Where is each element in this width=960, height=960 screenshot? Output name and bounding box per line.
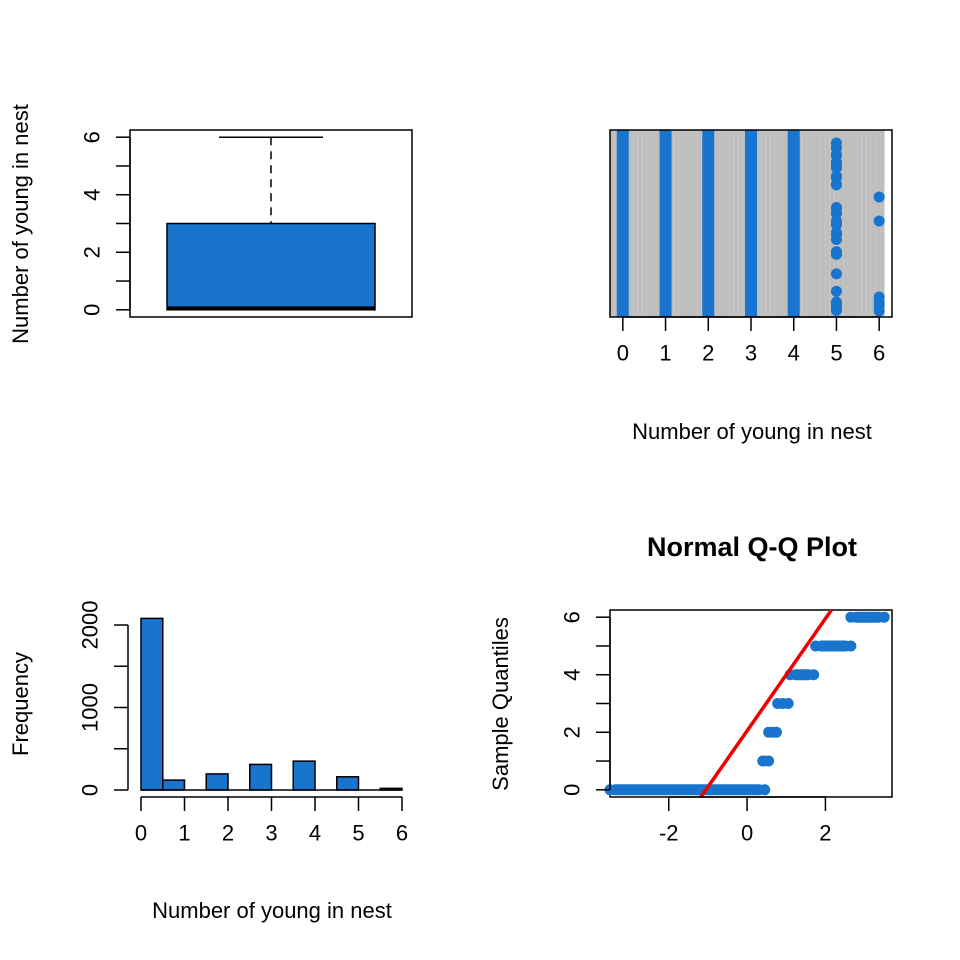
boxplot-y-tick-label: 2 (80, 246, 105, 258)
histogram-x-tick-label: 5 (352, 821, 364, 846)
histogram-x-tick-label: 0 (135, 821, 147, 846)
boxplot-box (166, 222, 376, 311)
stripchart-x-tick-label: 6 (873, 341, 885, 366)
stripchart-x-tick-label: 1 (659, 341, 671, 366)
histogram-y-tick-label: 2000 (78, 601, 103, 650)
stripchart-point (830, 158, 842, 170)
histogram-x-tick-label: 1 (178, 821, 190, 846)
histogram-y-tick-label: 0 (78, 784, 103, 796)
qqplot-point (878, 611, 890, 623)
qqplot-x-tick-label: -2 (659, 821, 679, 846)
qqplot-point (772, 698, 784, 709)
histogram-bar (205, 773, 229, 791)
histogram-bar (292, 760, 316, 791)
qqplot-x-tick-label: 2 (819, 821, 831, 846)
stripchart-point (873, 191, 885, 203)
histogram-panel: 0 1000 2000 0 1 2 3 4 5 6 (78, 601, 409, 846)
histogram-x-tick-label: 2 (222, 821, 234, 846)
stripchart-point (873, 215, 885, 227)
stripchart-point (830, 137, 842, 149)
stripchart-x-tick-label: 4 (788, 341, 800, 366)
qqplot-reference-line (699, 608, 833, 799)
stripchart-x-tick-label: 3 (745, 341, 757, 366)
stripchart-point (830, 178, 842, 190)
stripchart-point-column (659, 130, 672, 317)
histogram-x-axis-label: Number of young in nest (152, 898, 392, 923)
stripchart-point (873, 305, 885, 317)
qqplot-title: Normal Q-Q Plot (647, 532, 857, 562)
boxplot-y-tick-label: 4 (80, 189, 105, 201)
stripchart-point-column (745, 130, 757, 317)
stripchart-point (830, 150, 842, 162)
qqplot-point (759, 784, 771, 796)
qqplot-panel: 0 2 4 6 -2 0 2 (560, 608, 893, 846)
qqplot-point (808, 669, 820, 681)
qqplot-y-tick-label: 0 (560, 784, 585, 796)
stripchart-point (830, 203, 842, 215)
qqplot-x-tick-label: 0 (741, 821, 753, 846)
histogram-x-tick-label: 3 (265, 821, 277, 846)
qqplot-y-tick-label: 4 (560, 669, 585, 681)
stripchart-x-tick-label: 2 (702, 341, 714, 366)
qqplot-point (845, 611, 857, 623)
stripchart-point (830, 248, 842, 260)
boxplot-y-tick-label: 0 (80, 304, 105, 316)
qqplot-point (763, 755, 775, 767)
stripchart-point (830, 215, 842, 227)
histogram-y-axis-label: Frequency (8, 652, 33, 756)
boxplot-y-axis-label: Number of young in nest (8, 104, 33, 344)
histogram-bar (249, 763, 273, 791)
stripchart-point (830, 285, 842, 297)
qqplot-point (782, 698, 794, 709)
stripchart-panel: 0 1 2 3 4 5 6 (609, 129, 893, 366)
boxplot-panel: 0 2 4 6 (80, 129, 413, 318)
qqplot-point-band (815, 640, 851, 652)
histogram-x-tick-label: 4 (309, 821, 321, 846)
qqplot-y-tick-label: 2 (560, 726, 585, 738)
qqplot-point (845, 640, 857, 652)
stripchart-x-tick-label: 0 (617, 341, 629, 366)
qqplot-frame (609, 609, 893, 798)
histogram-bar (336, 776, 360, 791)
histogram-y-tick-label: 1000 (78, 683, 103, 732)
boxplot-y-tick-label: 6 (80, 131, 105, 143)
qqplot-point (770, 726, 782, 738)
qqplot-y-axis-label: Sample Quantiles (488, 617, 513, 791)
stripchart-x-tick-label: 5 (830, 341, 842, 366)
stripchart-x-axis-label: Number of young in nest (632, 419, 872, 444)
histogram-bar (140, 617, 164, 791)
qqplot-point-band (850, 611, 885, 623)
qqplot-point (763, 726, 775, 738)
stripchart-point (830, 304, 842, 316)
stripchart-point-column (616, 130, 629, 317)
qqplot-y-tick-label: 6 (560, 611, 585, 623)
stripchart-point (830, 268, 842, 280)
qqplot-point-band (790, 669, 814, 681)
stripchart-point (830, 227, 842, 239)
qqplot-point-band (610, 784, 765, 796)
qqplot-point (810, 640, 822, 652)
histogram-x-tick-label: 6 (396, 821, 408, 846)
stripchart-point-column (787, 130, 800, 317)
stripchart-point (830, 170, 842, 182)
stripchart-point-column (702, 130, 715, 317)
histogram-bar (162, 779, 186, 791)
